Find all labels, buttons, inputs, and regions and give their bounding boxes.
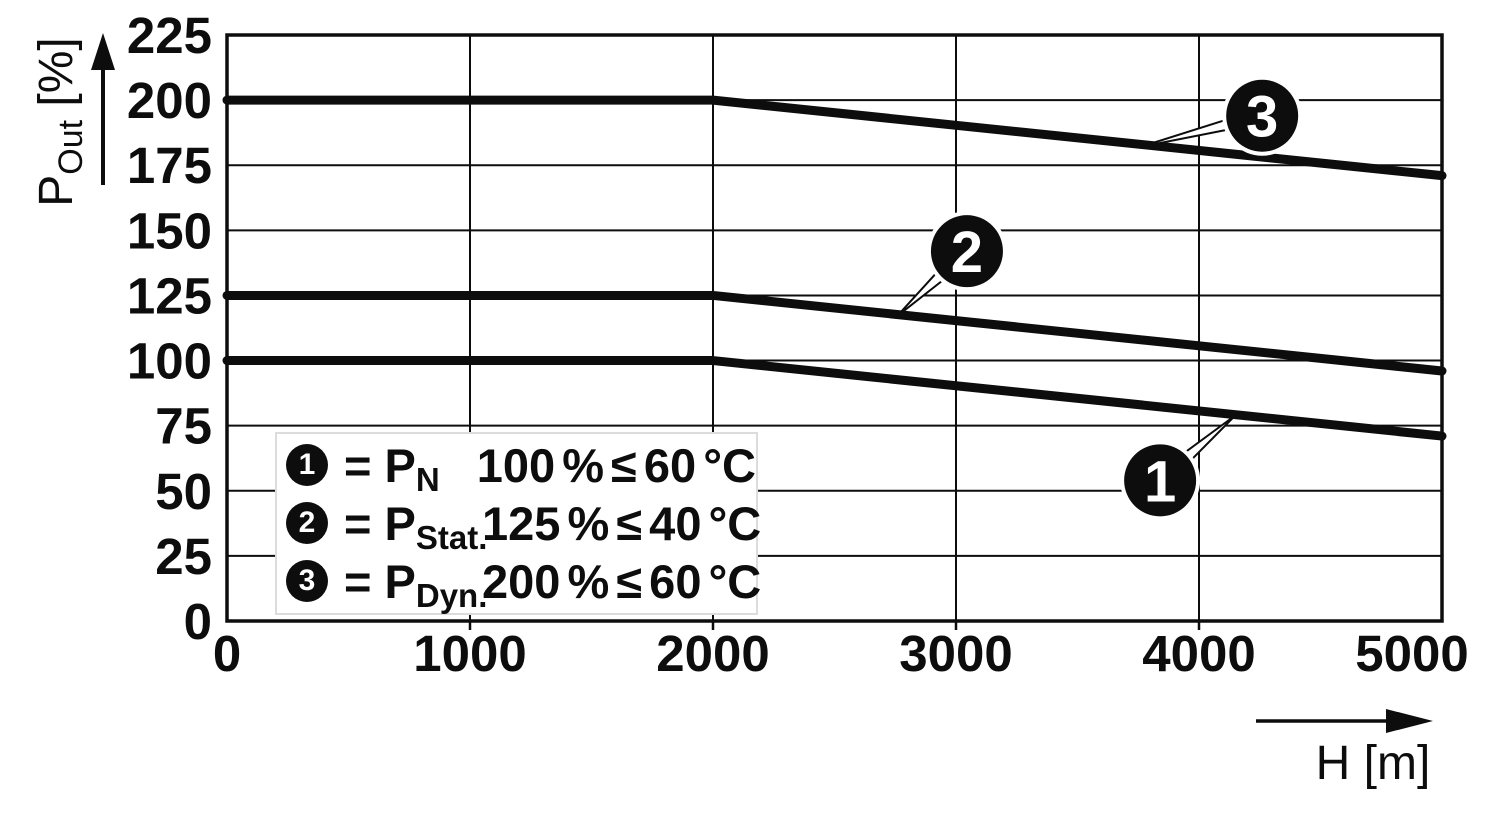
x-axis-label: H [m]: [1315, 737, 1431, 790]
y-tick-label-100: 100: [127, 333, 212, 390]
y-tick-label-50: 50: [155, 463, 212, 520]
callout-circle-1: [1124, 444, 1197, 517]
legend-row-2: 2 = PStat. 125 % ≤ 40 °C: [277, 494, 761, 554]
y-tick-label-150: 150: [127, 202, 212, 259]
y-tick-label-225: 225: [127, 7, 212, 64]
legend-eq-1: =: [344, 438, 372, 492]
legend-marker-2-number: 2: [298, 506, 316, 539]
data-line-3: [222, 95, 1447, 181]
legend-symbol-main-2: P: [384, 496, 416, 550]
y-tick-label-25: 25: [155, 528, 212, 585]
y-tick-label-0: 0: [184, 593, 212, 650]
legend-marker-3-icon: 3: [286, 560, 328, 602]
x-tick-label-0: 0: [213, 625, 241, 682]
callout-leader-3: [1138, 118, 1230, 148]
x-tick-label-5000: 5000: [1355, 625, 1468, 682]
x-tick-label-4000: 4000: [1142, 625, 1255, 682]
y-axis-label: POut [%]: [29, 22, 90, 222]
plot-frame: [225, 33, 1444, 623]
x-tick-label-2000: 2000: [656, 625, 769, 682]
x-axis-arrow: [1256, 709, 1433, 733]
legend-symbol-sub-3: Dyn.: [415, 576, 488, 614]
y-axis-arrow: [91, 33, 115, 185]
legend-symbol-main-3: P: [384, 554, 416, 608]
callout-leader-2: [895, 271, 945, 318]
legend-eq-2: =: [344, 496, 372, 550]
legend-symbol-sub-1: N: [415, 460, 440, 498]
legend-marker-1-number: 1: [298, 448, 316, 481]
data-line-1: [222, 356, 1447, 441]
callout-leader-1: [1183, 414, 1237, 462]
legend-row-1: 1 = PN 100 % ≤ 60 °C: [277, 436, 756, 496]
legend-marker-1-icon: 1: [286, 444, 328, 486]
y-tick-label-175: 175: [127, 137, 212, 194]
x-tick-label-3000: 3000: [899, 625, 1012, 682]
x-tick-label-1000: 1000: [413, 625, 526, 682]
legend-marker-2-icon: 2: [286, 502, 328, 544]
legend-row-3: 3 = PDyn. 200 % ≤ 60 °C: [277, 552, 761, 612]
callout-circle-3: [1226, 79, 1299, 152]
legend-marker-3-number: 3: [298, 564, 316, 597]
legend-symbol-3: = PDyn.: [344, 554, 487, 612]
y-tick-label-75: 75: [155, 398, 212, 455]
legend-symbol-main-1: P: [384, 438, 416, 492]
legend-condition-2: 125 % ≤ 40 °C: [482, 496, 762, 550]
y-axis-label-sub: Out: [52, 119, 90, 175]
legend-symbol-2: = PStat.: [344, 496, 487, 554]
callout-number-3: 3: [1246, 85, 1278, 150]
legend-eq-3: =: [344, 554, 372, 608]
legend-condition-1: 100 % ≤ 60 °C: [476, 438, 756, 492]
legend-symbol-1: = PN: [344, 438, 477, 496]
y-tick-label-200: 200: [127, 72, 212, 129]
legend-condition-3: 200 % ≤ 60 °C: [482, 554, 762, 608]
legend: 1 = PN 100 % ≤ 60 °C 2 = PStat. 125 % ≤ …: [275, 432, 761, 615]
y-axis-label-main: P: [30, 174, 83, 207]
y-axis-label-unit: [%]: [30, 37, 83, 120]
callout-number-2: 2: [951, 220, 983, 285]
y-tick-label-125: 125: [127, 267, 212, 324]
data-line-2: [222, 290, 1447, 376]
legend-symbol-sub-2: Stat.: [415, 518, 488, 556]
callout-number-1: 1: [1144, 449, 1176, 514]
callout-circle-2: [930, 215, 1003, 288]
